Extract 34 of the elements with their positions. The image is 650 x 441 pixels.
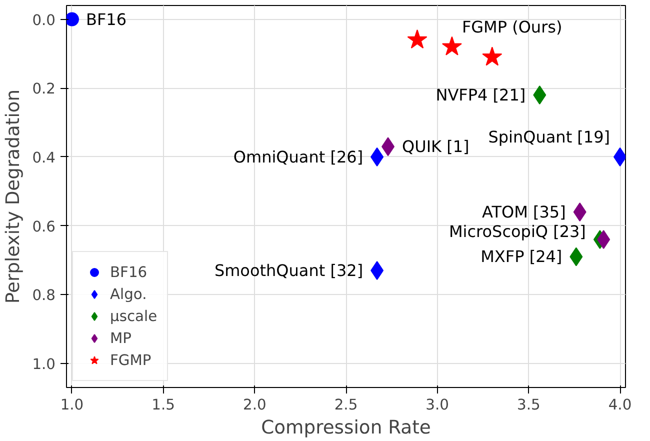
annotation: MXFP [24] [480,247,562,266]
y-axis-title: Perplexity Degradation [3,89,24,304]
y-tick-label: 0.8 [32,287,56,304]
point [442,36,462,56]
x-tick-label: 3.5 [517,396,540,414]
annotation: NVFP4 [21] [436,85,526,104]
annotation: SpinQuant [19] [488,127,610,146]
y-tick-label: 1.0 [32,356,56,373]
x-tick-label: 3.0 [426,396,449,414]
x-tick-label: 4.0 [608,396,632,414]
legend-label: BF16 [110,264,148,280]
point [407,29,428,49]
legend-label: Algo. [110,286,147,302]
x-axis-title: Compression Rate [261,418,431,438]
x-tick-label: 1.0 [60,396,84,414]
annotation: QUIK [1] [402,137,470,156]
annotation: OmniQuant [26] [233,147,364,166]
legend-label: FGMP [110,352,152,368]
x-tick-label: 2.5 [334,396,358,414]
annotation: FGMP (Ours) [462,17,562,36]
annotation: SmoothQuant [32] [214,260,364,280]
annotation: ATOM [35] [482,202,566,222]
point [66,12,79,26]
point [482,46,502,66]
x-tick-label: 2.0 [243,396,266,414]
y-tick-label: 0.6 [32,218,56,236]
legend-label: MP [110,330,132,346]
annotation: BF16 [86,10,127,29]
annotation: MicroScopiQ [23] [448,222,586,242]
y-tick-label: 0.0 [32,12,56,29]
y-tick-label: 0.4 [32,149,56,166]
x-tick-label: 1.5 [152,396,175,414]
legend-label: µscale [110,308,158,324]
y-tick-label: 0.2 [32,80,56,98]
